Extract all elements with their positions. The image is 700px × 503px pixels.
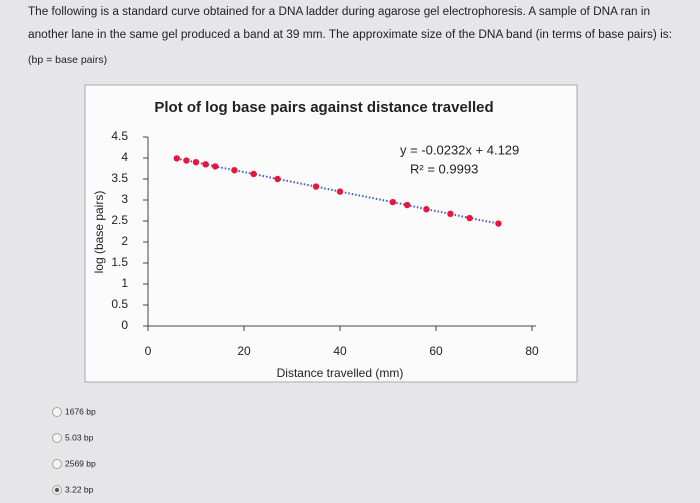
y-tick-label: 2.5 xyxy=(111,213,128,227)
option-label[interactable]: 1676 bp xyxy=(65,406,96,416)
option-label[interactable]: 2569 bp xyxy=(65,458,96,468)
y-tick-label: 3.5 xyxy=(111,171,128,185)
data-point xyxy=(250,170,257,178)
y-tick-label: 2 xyxy=(121,234,128,248)
radio-button[interactable] xyxy=(52,407,62,417)
y-tick-label: 0.5 xyxy=(111,297,128,311)
x-tick-label: 80 xyxy=(525,344,539,358)
data-point xyxy=(495,220,502,227)
data-point xyxy=(212,163,219,170)
question-line: another lane in the same gel produced a … xyxy=(28,29,672,41)
x-tick-label: 0 xyxy=(145,344,152,358)
annotation: y = -0.0232x + 4.129 xyxy=(400,142,519,157)
x-tick-label: 60 xyxy=(429,344,443,358)
data-point xyxy=(231,166,238,174)
x-tick-label: 20 xyxy=(237,344,251,358)
y-tick-label: 3 xyxy=(121,192,128,206)
x-tick-label: 40 xyxy=(333,344,347,358)
data-point xyxy=(389,198,396,206)
y-tick-label: 1.5 xyxy=(111,255,128,269)
data-point xyxy=(336,188,344,195)
y-tick-label: 0 xyxy=(121,318,128,332)
y-tick-label: 4.5 xyxy=(111,129,128,143)
radio-button[interactable] xyxy=(52,433,62,443)
data-point xyxy=(192,159,200,166)
y-tick-label: 1 xyxy=(121,276,128,290)
question-line: The following is a standard curve obtain… xyxy=(28,6,650,18)
radio-selected xyxy=(54,487,60,493)
data-point xyxy=(404,201,411,209)
y-axis-label: log (base pairs) xyxy=(92,191,106,274)
data-point xyxy=(173,155,180,162)
y-tick-label: 4 xyxy=(121,150,128,164)
data-point xyxy=(202,161,209,168)
data-line xyxy=(176,157,499,225)
data-point xyxy=(274,175,281,183)
data-point xyxy=(466,214,473,222)
data-point xyxy=(183,157,190,164)
annotation: R² = 0.9993 xyxy=(410,161,478,176)
data-point xyxy=(423,206,430,213)
data-point xyxy=(312,183,320,190)
x-axis-label: Distance travelled (mm) xyxy=(277,366,404,380)
data-point xyxy=(447,210,454,218)
chart-frame xyxy=(84,84,578,383)
chart-title: Plot of log base pairs against distance … xyxy=(154,99,493,116)
radio-button[interactable] xyxy=(52,459,62,469)
option-label[interactable]: 5.03 bp xyxy=(65,432,94,442)
question-note: (bp = base pairs) xyxy=(28,54,107,66)
option-label[interactable]: 3.22 bp xyxy=(65,484,94,494)
